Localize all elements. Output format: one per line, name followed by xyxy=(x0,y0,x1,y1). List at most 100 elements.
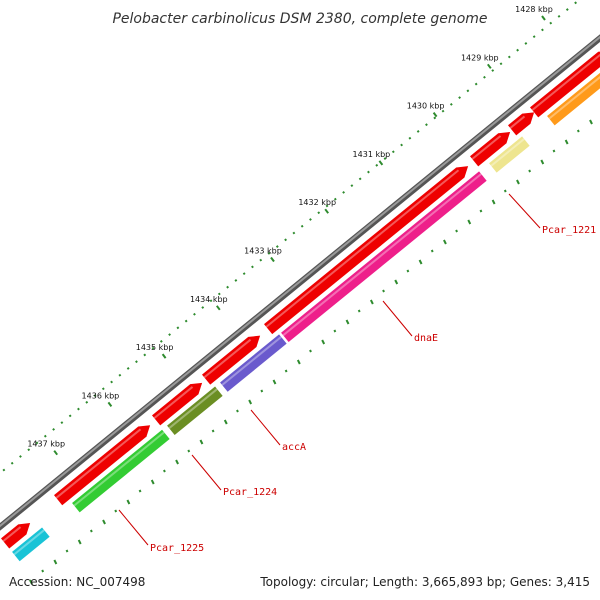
inner-tick xyxy=(138,489,142,493)
cds-arrow-forward[interactable] xyxy=(530,50,600,118)
scale-dot xyxy=(101,387,105,391)
inner-tick xyxy=(65,549,69,553)
inner-tick xyxy=(589,119,593,125)
scale-dot xyxy=(416,130,420,133)
svg-text:Pcar_1221: Pcar_1221 xyxy=(542,225,596,236)
inner-tick xyxy=(163,469,166,473)
kbp-major-tick xyxy=(324,208,330,214)
scale-dot xyxy=(201,306,205,309)
scale-dot xyxy=(2,468,6,472)
kbp-tick-label: 1429 kbp xyxy=(461,53,499,62)
kbp-major-tick xyxy=(270,256,275,263)
scale-dot xyxy=(27,448,31,452)
scale-dot xyxy=(184,319,188,323)
inner-tick xyxy=(528,169,532,173)
cds-arrow-forward[interactable] xyxy=(264,166,469,335)
scale-dot xyxy=(383,157,387,160)
forward-cds-track xyxy=(1,50,600,549)
inner-tick xyxy=(296,359,301,365)
scale-dot xyxy=(267,251,271,255)
scale-dot xyxy=(168,333,171,336)
inner-tick xyxy=(272,379,277,385)
scale-dot xyxy=(507,55,511,59)
inner-tick xyxy=(223,419,228,425)
cds-arrow-forward[interactable] xyxy=(54,425,151,506)
map-title: Pelobacter carbinolicus DSM 2380, comple… xyxy=(112,11,487,27)
inner-tick xyxy=(369,299,374,305)
inner-tick xyxy=(77,539,82,545)
scale-dot xyxy=(549,21,553,25)
scale-dot xyxy=(474,82,478,86)
gene-pcar-1225[interactable] xyxy=(72,429,170,513)
kbp-tick-label: 1432 kbp xyxy=(298,198,336,207)
scale-dot xyxy=(317,211,321,215)
scale-dot xyxy=(259,258,263,262)
scale-dot xyxy=(110,380,113,384)
inner-tick xyxy=(284,369,288,373)
scale-dot xyxy=(491,69,495,72)
kbp-tick-label: 1436 kbp xyxy=(82,391,120,400)
inner-tick xyxy=(29,579,33,585)
scale-dot xyxy=(77,407,80,411)
scale-dot xyxy=(159,339,163,343)
inner-tick xyxy=(467,219,472,225)
kbp-tick-label: 1437 kbp xyxy=(27,440,65,449)
inner-tick xyxy=(260,389,264,393)
inner-tick xyxy=(491,199,496,205)
gene-label-pcar-1224[interactable]: Pcar_1224 xyxy=(191,454,277,498)
scale-dot xyxy=(126,367,130,370)
kbp-tick-label: 1434 kbp xyxy=(190,295,228,304)
inner-tick xyxy=(150,479,155,485)
kbp-tick-label: 1430 kbp xyxy=(407,102,445,111)
scale-dot xyxy=(43,434,47,438)
svg-text:dnaE: dnaE xyxy=(414,333,438,344)
gene-cyan[interactable] xyxy=(12,527,50,562)
cds-arrow-forward[interactable] xyxy=(152,382,203,426)
svg-text:Pcar_1224: Pcar_1224 xyxy=(223,487,277,498)
kbp-major-tick xyxy=(107,401,113,407)
gene-label-dnae[interactable]: dnaE xyxy=(382,300,438,344)
inner-tick xyxy=(418,259,423,265)
scale-dot xyxy=(441,109,445,113)
inner-tick xyxy=(211,429,215,433)
scale-dot xyxy=(217,292,221,296)
gene-orange[interactable] xyxy=(547,67,600,126)
scale-dot xyxy=(209,299,213,303)
scale-dot xyxy=(466,89,470,93)
cds-arrow-forward[interactable] xyxy=(508,112,535,136)
gene-label-acca[interactable]: accA xyxy=(250,409,306,453)
gene-label-pcar-1221[interactable]: Pcar_1221 xyxy=(508,193,596,236)
scale-dot xyxy=(375,163,379,167)
gene-pcar-1224[interactable] xyxy=(167,386,223,435)
inner-tick xyxy=(333,329,337,333)
scale-dot xyxy=(151,346,155,350)
inner-tick xyxy=(406,269,410,273)
inner-tick xyxy=(503,189,507,193)
scale-dot xyxy=(300,224,304,228)
inner-tick xyxy=(357,309,361,313)
scale-dot xyxy=(524,42,528,45)
gene-dnae[interactable] xyxy=(281,171,487,343)
cds-arrow-forward[interactable] xyxy=(470,131,511,167)
scale-dot xyxy=(565,8,569,11)
cds-arrow-forward[interactable] xyxy=(202,335,261,385)
scale-dot xyxy=(19,455,22,458)
inner-tick xyxy=(236,409,239,413)
inner-tick xyxy=(248,399,253,405)
cds-arrow-forward[interactable] xyxy=(1,523,31,549)
inner-tick xyxy=(382,289,385,293)
kbp-tick-label: 1431 kbp xyxy=(353,150,391,159)
genome-summary-text: Topology: circular; Length: 3,665,893 bp… xyxy=(259,575,590,589)
inner-tick xyxy=(126,499,131,505)
scale-dot xyxy=(68,414,72,418)
inner-tick xyxy=(89,529,93,533)
scale-dot xyxy=(242,272,246,276)
scale-dot xyxy=(193,312,196,316)
scale-dot xyxy=(176,326,180,330)
gene-acca[interactable] xyxy=(220,334,287,392)
kbp-major-tick xyxy=(53,450,59,456)
gene-pcar-1221[interactable] xyxy=(489,136,530,173)
scale-dot xyxy=(408,136,412,140)
inner-tick xyxy=(552,149,556,153)
gene-label-pcar-1225[interactable]: Pcar_1225 xyxy=(118,509,204,554)
